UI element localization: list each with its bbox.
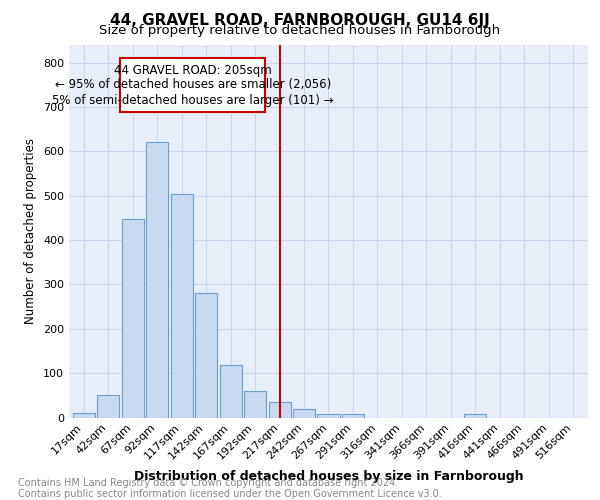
Y-axis label: Number of detached properties: Number of detached properties <box>25 138 37 324</box>
Text: Size of property relative to detached houses in Farnborough: Size of property relative to detached ho… <box>100 24 500 37</box>
Bar <box>97 396 119 417</box>
Text: 5% of semi-detached houses are larger (101) →: 5% of semi-detached houses are larger (1… <box>52 94 334 107</box>
Text: 44, GRAVEL ROAD, FARNBOROUGH, GU14 6JJ: 44, GRAVEL ROAD, FARNBOROUGH, GU14 6JJ <box>110 12 490 28</box>
Bar <box>269 402 290 417</box>
Bar <box>122 219 143 418</box>
Bar <box>73 413 95 418</box>
Bar <box>293 408 315 418</box>
Bar <box>244 391 266 417</box>
Bar <box>220 365 242 418</box>
Bar <box>195 294 217 418</box>
Bar <box>464 414 487 418</box>
Text: Contains HM Land Registry data © Crown copyright and database right 2024.
Contai: Contains HM Land Registry data © Crown c… <box>18 478 442 499</box>
Bar <box>170 194 193 418</box>
Bar <box>146 142 168 418</box>
Text: ← 95% of detached houses are smaller (2,056): ← 95% of detached houses are smaller (2,… <box>55 78 331 91</box>
Bar <box>317 414 340 418</box>
Text: 44 GRAVEL ROAD: 205sqm: 44 GRAVEL ROAD: 205sqm <box>114 64 272 76</box>
Bar <box>342 414 364 418</box>
X-axis label: Distribution of detached houses by size in Farnborough: Distribution of detached houses by size … <box>134 470 523 482</box>
FancyBboxPatch shape <box>121 58 265 112</box>
